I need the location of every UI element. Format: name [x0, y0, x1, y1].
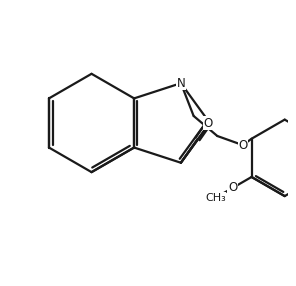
- Text: O: O: [238, 139, 247, 152]
- Text: N: N: [176, 77, 185, 90]
- Text: O: O: [204, 117, 213, 130]
- Text: CH₃: CH₃: [205, 193, 226, 203]
- Text: O: O: [228, 181, 237, 194]
